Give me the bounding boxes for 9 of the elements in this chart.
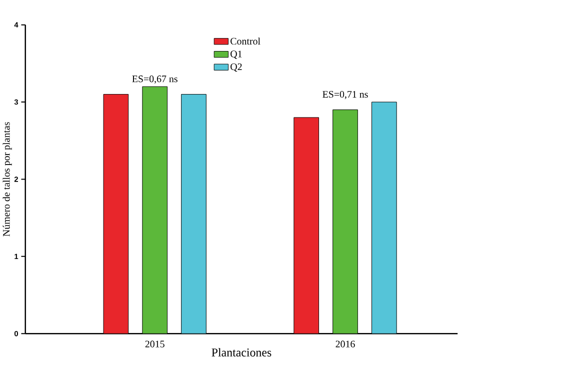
legend-label: Q2: [230, 63, 242, 72]
y-axis-title: Número de tallos por plantas: [2, 122, 12, 236]
x-tick-label: 2015: [145, 340, 164, 348]
legend-label: Q1: [230, 50, 242, 59]
x-axis-title: Plantaciones: [212, 348, 272, 356]
annotation: ES=0,67 ns: [132, 75, 178, 84]
annotation: ES=0,71 ns: [322, 90, 368, 100]
x-tick-label: 2016: [336, 340, 355, 348]
legend-label: Control: [230, 37, 260, 44]
